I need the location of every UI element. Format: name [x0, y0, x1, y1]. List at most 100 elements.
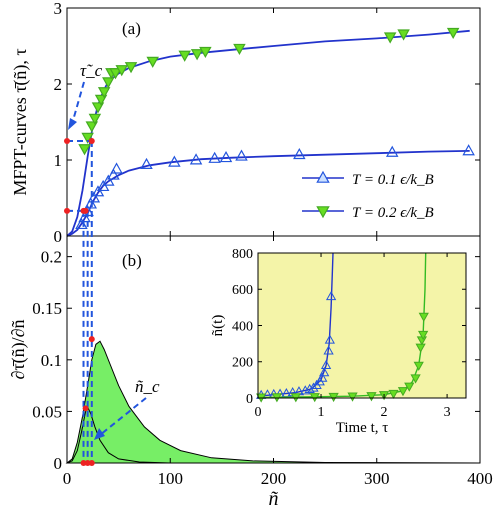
data-point-green: [109, 68, 122, 80]
y-tick-label: 1: [54, 151, 63, 170]
panel-b-ylabel: ∂τ̄(ñ)/∂ñ: [8, 319, 29, 379]
reference-point: [84, 460, 91, 466]
x-tick-label: 0: [255, 405, 262, 420]
panel-a-label: (a): [122, 19, 141, 38]
inset-axes: 0 1 2 3 0 200 400 600 800: [232, 247, 466, 420]
data-point-blue: [385, 145, 399, 157]
inset-point-green: [404, 382, 415, 392]
inset-point-blue: [317, 372, 328, 382]
reference-point: [88, 336, 95, 343]
data-point-green: [81, 132, 94, 144]
data-point-blue: [235, 149, 248, 161]
data-point-blue: [219, 150, 233, 163]
x-tick-label: 2: [381, 405, 388, 420]
inset-xlabel: Time t, τ: [336, 420, 389, 436]
y-tick-label: 400: [232, 319, 253, 334]
y-tick-label: 0: [54, 454, 63, 473]
data-point-green: [397, 29, 410, 41]
panel-b-xlabel: ñ: [269, 488, 279, 510]
data-point-blue: [78, 211, 91, 223]
panel-a: 0 1 2 3 (a) MFPT-curves τ̄(ñ), τ τ̃_c T = 0…: [10, 0, 481, 246]
inset-point-blue: [323, 345, 334, 355]
inset-point-blue: [308, 382, 319, 392]
inset-point-green: [413, 361, 424, 371]
reference-point: [88, 138, 95, 144]
data-point-green: [115, 65, 128, 77]
data-point-blue: [87, 191, 101, 203]
reference-point: [82, 405, 89, 412]
legend: T = 0.1 ϵ/k_B T = 0.2 ϵ/k_B: [302, 170, 434, 221]
arrowhead: [94, 428, 105, 440]
inset-background: [258, 253, 466, 398]
inset-point-green: [397, 387, 409, 397]
y-tick-label: 3: [54, 0, 63, 18]
reference-point: [64, 138, 70, 144]
x-tick-label: 100: [158, 469, 184, 488]
x-tick-label: 300: [364, 469, 390, 488]
x-tick-label: 200: [261, 469, 287, 488]
inset-point-blue: [300, 385, 311, 395]
reference-point: [82, 207, 89, 214]
series-line-blue: [66, 150, 470, 237]
inset-point-blue: [325, 290, 337, 301]
tau-c-annotation: τ̃_c: [80, 61, 103, 80]
panel-a-ylabel: MFPT-curves τ̄(ñ), τ: [10, 48, 31, 195]
inset-point-blue: [320, 359, 332, 370]
data-point-green: [146, 56, 159, 68]
data-point-green: [199, 46, 212, 59]
inset-line-blue: [257, 252, 334, 397]
x-tick-label: 1: [318, 405, 325, 420]
legend-label-blue: T = 0.1 ϵ/k_B: [352, 172, 434, 188]
data-point-green: [383, 32, 397, 44]
data-point-blue: [189, 153, 203, 165]
panel-a-content: [66, 27, 475, 237]
annotation-arrow: [71, 81, 85, 125]
x-tick-label: 3: [444, 405, 451, 420]
reference-point: [88, 460, 95, 466]
data-point-blue: [107, 168, 120, 180]
inset-point-green: [418, 312, 429, 322]
data-point-green: [102, 77, 115, 89]
inset-point-blue: [324, 334, 335, 344]
area-series: [66, 406, 480, 464]
panel-b-label: (b): [122, 251, 142, 270]
x-tick-label: 0: [63, 469, 72, 488]
reference-point: [80, 460, 87, 466]
inset-point-green: [328, 392, 339, 403]
reference-point: [64, 207, 70, 214]
dashed-guides: [64, 81, 147, 466]
data-point-green: [233, 43, 246, 56]
x-tick-label: 400: [467, 469, 493, 488]
data-point-blue: [110, 162, 123, 174]
data-point-green: [178, 50, 191, 62]
inset-point-green: [309, 393, 320, 403]
data-point-green: [88, 113, 102, 125]
inset-point-green: [415, 343, 426, 353]
y-tick-label: 0.1: [41, 351, 62, 370]
inset-point-green: [388, 389, 399, 399]
legend-marker-green: [316, 206, 330, 219]
y-tick-label: 2: [54, 75, 63, 94]
n-c-annotation: ñ_c: [135, 377, 160, 396]
data-point-blue: [293, 147, 306, 160]
legend-marker-blue: [316, 170, 330, 183]
data-point-blue: [168, 155, 181, 167]
y-tick-label: 800: [232, 247, 253, 262]
inset-point-blue: [319, 367, 330, 377]
data-point-green: [91, 102, 105, 114]
data-point-green: [446, 27, 460, 40]
y-tick-label: 0.2: [41, 248, 62, 267]
y-tick-label: 0.05: [32, 402, 62, 421]
y-tick-label: 600: [232, 283, 253, 298]
data-point-green: [124, 62, 138, 74]
inset-point-green: [410, 374, 421, 384]
inset-ylabel: ñ(t): [210, 315, 226, 337]
data-point-blue: [140, 157, 153, 170]
data-point-green: [190, 49, 204, 61]
legend-label-green: T = 0.2 ϵ/k_B: [352, 205, 434, 221]
data-point-blue: [91, 185, 105, 197]
data-point-green: [94, 94, 108, 106]
data-point-green: [85, 121, 99, 133]
